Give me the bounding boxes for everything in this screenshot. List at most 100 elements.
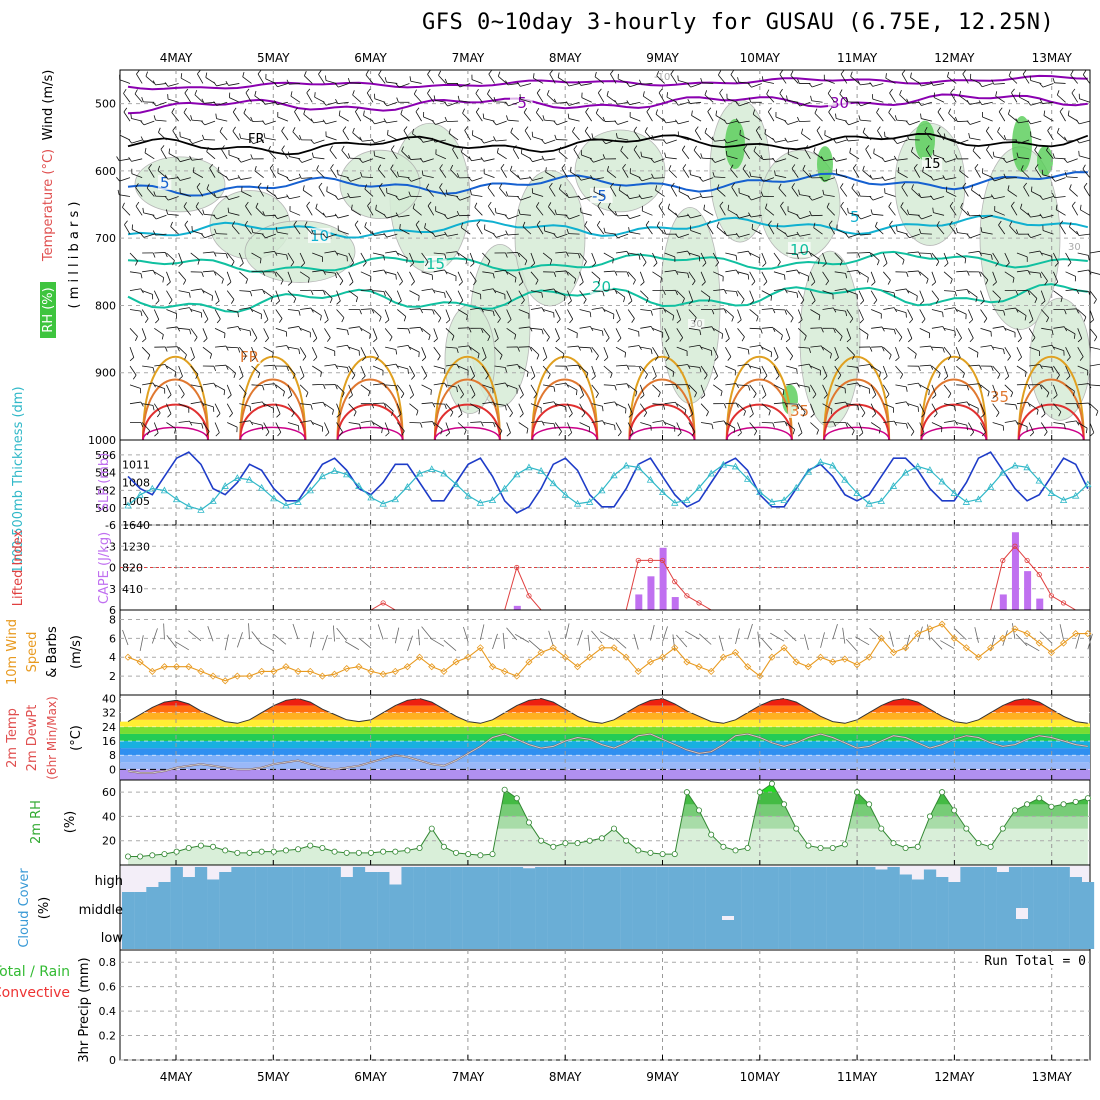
wind-barb	[555, 346, 565, 359]
isotherm-label: FR	[240, 348, 259, 366]
wind-barb	[943, 420, 958, 426]
wind-barb-shaft	[629, 116, 641, 122]
wind-barb-flag	[910, 146, 914, 152]
wind-barb	[289, 206, 301, 216]
wind-barb	[555, 290, 566, 301]
isotherm-label: -5	[592, 187, 607, 205]
wind-barb-shaft	[378, 186, 386, 197]
wind-barb	[711, 158, 726, 163]
wind-barb-shaft	[202, 270, 214, 273]
wind-barb-shaft	[409, 271, 415, 282]
wind-barb-flag	[116, 156, 120, 161]
wind-barb-flag	[298, 158, 303, 163]
wind-barb-shaft	[396, 422, 405, 432]
wind-barb-flag	[638, 345, 642, 351]
wind-barb-shaft	[372, 252, 384, 256]
wind-barb-flag	[1034, 145, 1038, 151]
wind-barb-flag	[1016, 152, 1019, 158]
wind-barb-flag	[930, 253, 933, 259]
wind-barb-shaft	[166, 326, 178, 329]
wind-barb-flag	[889, 220, 893, 226]
wind-barb-flag	[606, 166, 610, 172]
wind-barb-flag	[465, 259, 468, 265]
wind-barb-flag	[1027, 233, 1032, 238]
wind-barb-flag	[512, 145, 517, 150]
wind-barb-flag	[711, 136, 715, 142]
wind-barb	[968, 290, 978, 303]
cape-bar	[635, 594, 643, 610]
wind-barb	[638, 79, 653, 85]
wind-barb-shaft	[726, 98, 738, 103]
wind-barb	[652, 365, 657, 380]
wind-barb	[395, 195, 410, 201]
wind-barb-flag	[974, 163, 979, 169]
wind-barb-flag	[505, 252, 508, 258]
wind-barb-shaft	[170, 226, 179, 235]
wind-barb-shaft	[899, 94, 908, 103]
wind-barb	[1065, 271, 1076, 282]
wind-barb	[352, 127, 362, 141]
wind-barb-flag	[419, 157, 424, 163]
warm-isotherm	[725, 403, 793, 441]
wind-barb-shaft	[469, 346, 480, 354]
wind-barb-shaft	[143, 139, 155, 142]
wind-barb-flag	[638, 176, 643, 182]
wind-barb-flag	[192, 167, 195, 173]
wind-barb-shaft	[129, 309, 141, 312]
wind-barb	[731, 182, 738, 197]
wind-barb-flag	[116, 176, 120, 182]
wind-barb-flag	[1015, 118, 1019, 124]
wind-barb-shaft	[275, 384, 285, 392]
wind-barb-shaft	[384, 309, 390, 320]
wind-barb-shaft	[299, 327, 311, 333]
wind-barb-flag	[569, 318, 574, 324]
wind-barb-flag	[325, 432, 330, 437]
wind-barb	[372, 309, 382, 322]
wind-barb-shaft	[883, 327, 895, 330]
date-label-top: 11MAY	[837, 51, 878, 65]
wind-barb-shaft	[415, 111, 422, 122]
wind-barb	[530, 307, 545, 313]
wind-barb-flag	[859, 319, 864, 324]
wind-barb-shaft	[688, 252, 700, 257]
wind-barb	[1053, 403, 1062, 417]
wind-barb	[882, 271, 891, 285]
wind-barb-flag	[820, 176, 825, 182]
wind-barb	[470, 327, 484, 334]
wind-barb-shaft	[129, 401, 141, 405]
wind-barb-shaft	[676, 346, 688, 352]
wind-barb	[202, 346, 212, 359]
wind-barb-flag	[541, 139, 546, 144]
wind-barb-shaft	[129, 328, 138, 337]
wind-barb-flag	[986, 145, 990, 150]
wind-barb-flag	[505, 230, 509, 236]
wind10m-barb	[845, 638, 858, 652]
wind-barb-shaft	[900, 206, 908, 216]
wind-barb-shaft	[263, 383, 275, 386]
wind-barb-shaft	[871, 326, 883, 329]
wind-barb	[755, 126, 763, 141]
wind-barb	[504, 101, 519, 107]
wind-barb	[992, 252, 999, 267]
wind-barb-shaft	[1046, 150, 1054, 160]
wind-barb-shaft	[944, 290, 956, 292]
wind-barb-shaft	[836, 139, 847, 144]
wind-barb	[822, 403, 833, 415]
wind-barb-flag	[811, 300, 816, 305]
wind-barb-flag	[161, 334, 164, 340]
wind-barb-flag	[723, 119, 728, 125]
wind-barb-flag	[978, 194, 983, 199]
wind-barb	[360, 271, 372, 282]
wind-barb-shaft	[799, 101, 811, 107]
wind-barb	[518, 271, 524, 286]
wind-barb-shaft	[883, 346, 892, 356]
wind-barb-shaft	[409, 384, 415, 396]
wind-barb-shaft	[895, 347, 900, 358]
wind-barb-flag	[1059, 107, 1064, 112]
wind-barb-flag	[723, 289, 727, 295]
wind-barb-shaft	[730, 168, 738, 178]
wind-barb	[372, 269, 387, 275]
wind-barb-flag	[549, 182, 553, 188]
wind-barb-shaft	[462, 112, 471, 122]
wind-barb	[949, 220, 957, 235]
